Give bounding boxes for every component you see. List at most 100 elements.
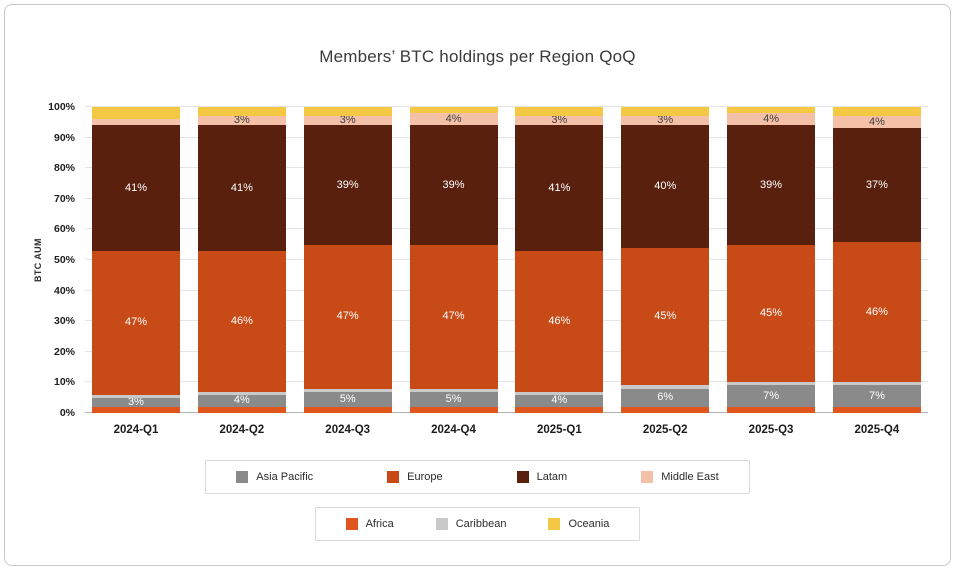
legend-swatch [236, 471, 249, 483]
gridline [85, 106, 928, 107]
y-axis-title: BTC AUM [33, 238, 43, 282]
segment-value-label: 6% [657, 391, 674, 404]
segment-value-label: 46% [548, 314, 571, 327]
x-tick-label: 2024-Q1 [113, 424, 159, 436]
segment-value-label: 5% [445, 392, 462, 405]
x-tick-label: 2025-Q3 [748, 424, 794, 436]
segment-value-label: 4% [551, 394, 568, 407]
x-tick-label: 2024-Q3 [325, 424, 371, 436]
bar-segment-latam: 41% [197, 125, 286, 251]
bar-segment-middle-east: 3% [515, 114, 604, 127]
stacked-bar: 5% 47% 39% 4% [409, 107, 498, 413]
gridline [85, 412, 928, 413]
segment-value-label: 5% [339, 392, 356, 405]
stacked-bar: 5% 47% 39% 3% [303, 107, 392, 413]
bar-segment-oceania [197, 107, 286, 117]
segment-value-label: 4% [233, 394, 250, 407]
stacked-bar: 4% 46% 41% 3% [197, 107, 286, 413]
segment-value-label: 45% [760, 307, 783, 320]
segment-value-label: 3% [128, 395, 144, 408]
segment-value-label: 47% [124, 316, 148, 329]
bar-segment-europe: 46% [197, 250, 286, 392]
gridline [85, 320, 928, 322]
plot-area: 0% 10% 20% 30% 40% 50% 60% 70% 80% 90% 100% 3% 47% 4… [48, 101, 928, 419]
legend-swatch [548, 518, 561, 530]
stacked-bar: 3% 47% 41% [92, 107, 180, 413]
segment-value-label: 3% [551, 114, 568, 127]
bar-segment-africa [303, 406, 392, 413]
bar-segment-latam: 41% [515, 125, 604, 251]
bar-segment-africa [515, 406, 604, 413]
legend-item-africa: Africa [345, 518, 394, 530]
segment-value-label: 37% [865, 178, 888, 191]
bar-segment-latam: 41% [92, 125, 180, 251]
y-tick-label: 50% [53, 254, 75, 266]
bar-segment-caribbean [727, 382, 816, 386]
bar-segment-caribbean [515, 391, 604, 395]
segment-value-label: 4% [868, 115, 885, 128]
gridline [85, 259, 928, 260]
bar-segment-middle-east [92, 119, 180, 126]
bar-segment-africa [409, 406, 498, 413]
legend-label: Europe [407, 471, 443, 483]
x-tick-label: 2024-Q4 [431, 424, 476, 436]
legend-label: Middle East [661, 471, 719, 483]
bar-segment-caribbean [621, 385, 710, 389]
segment-value-label: 40% [654, 180, 677, 193]
y-tick-label: 100% [48, 101, 75, 113]
bar-segment-africa [621, 406, 710, 413]
stacked-bar: 4% 46% 41% 3% [515, 107, 604, 413]
segment-value-label: 45% [654, 310, 677, 323]
legend-swatch [516, 471, 529, 483]
segment-value-label: 39% [760, 178, 783, 191]
legend-swatch [435, 518, 448, 530]
y-tick-label: 70% [53, 192, 75, 205]
bar-segment-asia-pacific: 3% [92, 395, 180, 408]
bar-segment-middle-east: 4% [727, 113, 816, 126]
legend-item-europe: Europe [387, 471, 443, 483]
legend-label: Latam [536, 471, 568, 483]
y-tick-label: 40% [53, 284, 75, 297]
bar-segment-caribbean [409, 388, 498, 392]
legend: Asia Pacific Europe Latam Middle East Africa… [5, 460, 950, 541]
legend-item-middle-east: Middle East [641, 471, 719, 483]
legend-swatch [387, 471, 400, 483]
y-tick-label: 60% [53, 223, 75, 236]
segment-value-label: 39% [336, 178, 359, 191]
bar-segment-europe: 46% [515, 250, 604, 392]
gridline [85, 381, 928, 383]
gridline [85, 289, 928, 291]
bar-segment-asia-pacific: 4% [197, 394, 286, 407]
bar-segment-asia-pacific: 5% [303, 391, 392, 407]
bar-segment-europe: 45% [727, 244, 816, 383]
legend-label: Caribbean [455, 518, 507, 530]
segment-value-label: 46% [865, 305, 888, 318]
y-tick-label: 30% [53, 315, 75, 328]
bar-segment-caribbean [832, 382, 921, 386]
segment-value-label: 3% [657, 114, 674, 127]
bar-segment-middle-east: 4% [409, 112, 498, 126]
legend-label: Asia Pacific [256, 471, 314, 483]
legend-item-oceania: Oceania [548, 518, 609, 530]
gridline [85, 350, 928, 352]
chart-region: BTC AUM 0% 10% 20% 30% 40% 50% 60% 70% 80% 90% 100… [33, 101, 928, 436]
bar-segment-middle-east: 3% [303, 115, 392, 126]
bar-segment-oceania [303, 107, 392, 117]
bar-segment-europe: 47% [409, 244, 498, 389]
gridline [85, 228, 928, 230]
y-tick-label: 80% [53, 162, 75, 175]
stacked-bar: 6% 45% 40% 3% [621, 107, 710, 413]
legend-row: Asia Pacific Europe Latam Middle East [205, 460, 750, 494]
y-tick-label: 10% [53, 376, 75, 389]
bar-segment-africa [197, 406, 286, 413]
bar-segment-europe: 47% [92, 250, 180, 395]
legend-swatch [345, 518, 358, 530]
bar-segment-caribbean [92, 394, 180, 398]
bar-segment-oceania [621, 107, 710, 117]
x-axis-labels: 2024-Q1 2024-Q2 2024-Q3 2024-Q4 2025-Q1 2025-… [85, 424, 928, 436]
segment-value-label: 4% [445, 112, 462, 125]
bar-segment-asia-pacific: 7% [727, 385, 816, 407]
gridline [85, 197, 928, 199]
stacked-bar: 7% 46% 37% 4% [832, 107, 921, 413]
chart-card: Members’ BTC holdings per Region QoQ BTC… [4, 4, 951, 566]
